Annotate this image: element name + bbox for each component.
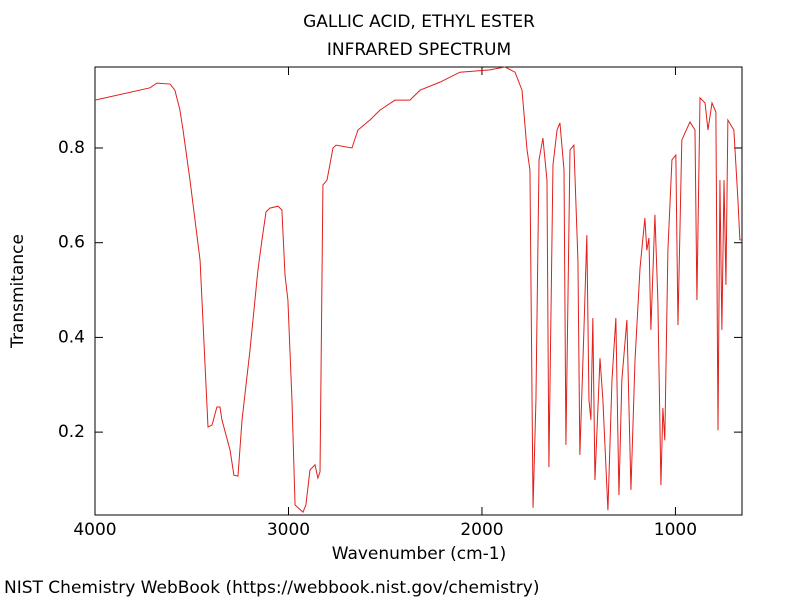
chart-title: GALLIC ACID, ETHYL ESTER [303, 12, 535, 32]
x-tick-label: 4000 [73, 520, 116, 540]
x-tick-label: 1000 [654, 520, 697, 540]
spectrum-line [94, 66, 742, 514]
y-tick-label: 0.2 [58, 422, 85, 442]
y-tick-label: 0.8 [58, 138, 85, 158]
x-tick-label: 3000 [267, 520, 310, 540]
plot-frame [94, 66, 743, 516]
y-tick-label: 0.6 [58, 233, 85, 253]
x-axis-label: Wavenumber (cm-1) [332, 544, 507, 564]
chart-subtitle: INFRARED SPECTRUM [327, 40, 511, 60]
y-tick-label: 0.4 [58, 327, 85, 347]
x-tick-label: 2000 [460, 520, 503, 540]
y-axis-label: Transmitance [8, 234, 28, 349]
source-note: NIST Chemistry WebBook (https://webbook.… [4, 578, 539, 598]
